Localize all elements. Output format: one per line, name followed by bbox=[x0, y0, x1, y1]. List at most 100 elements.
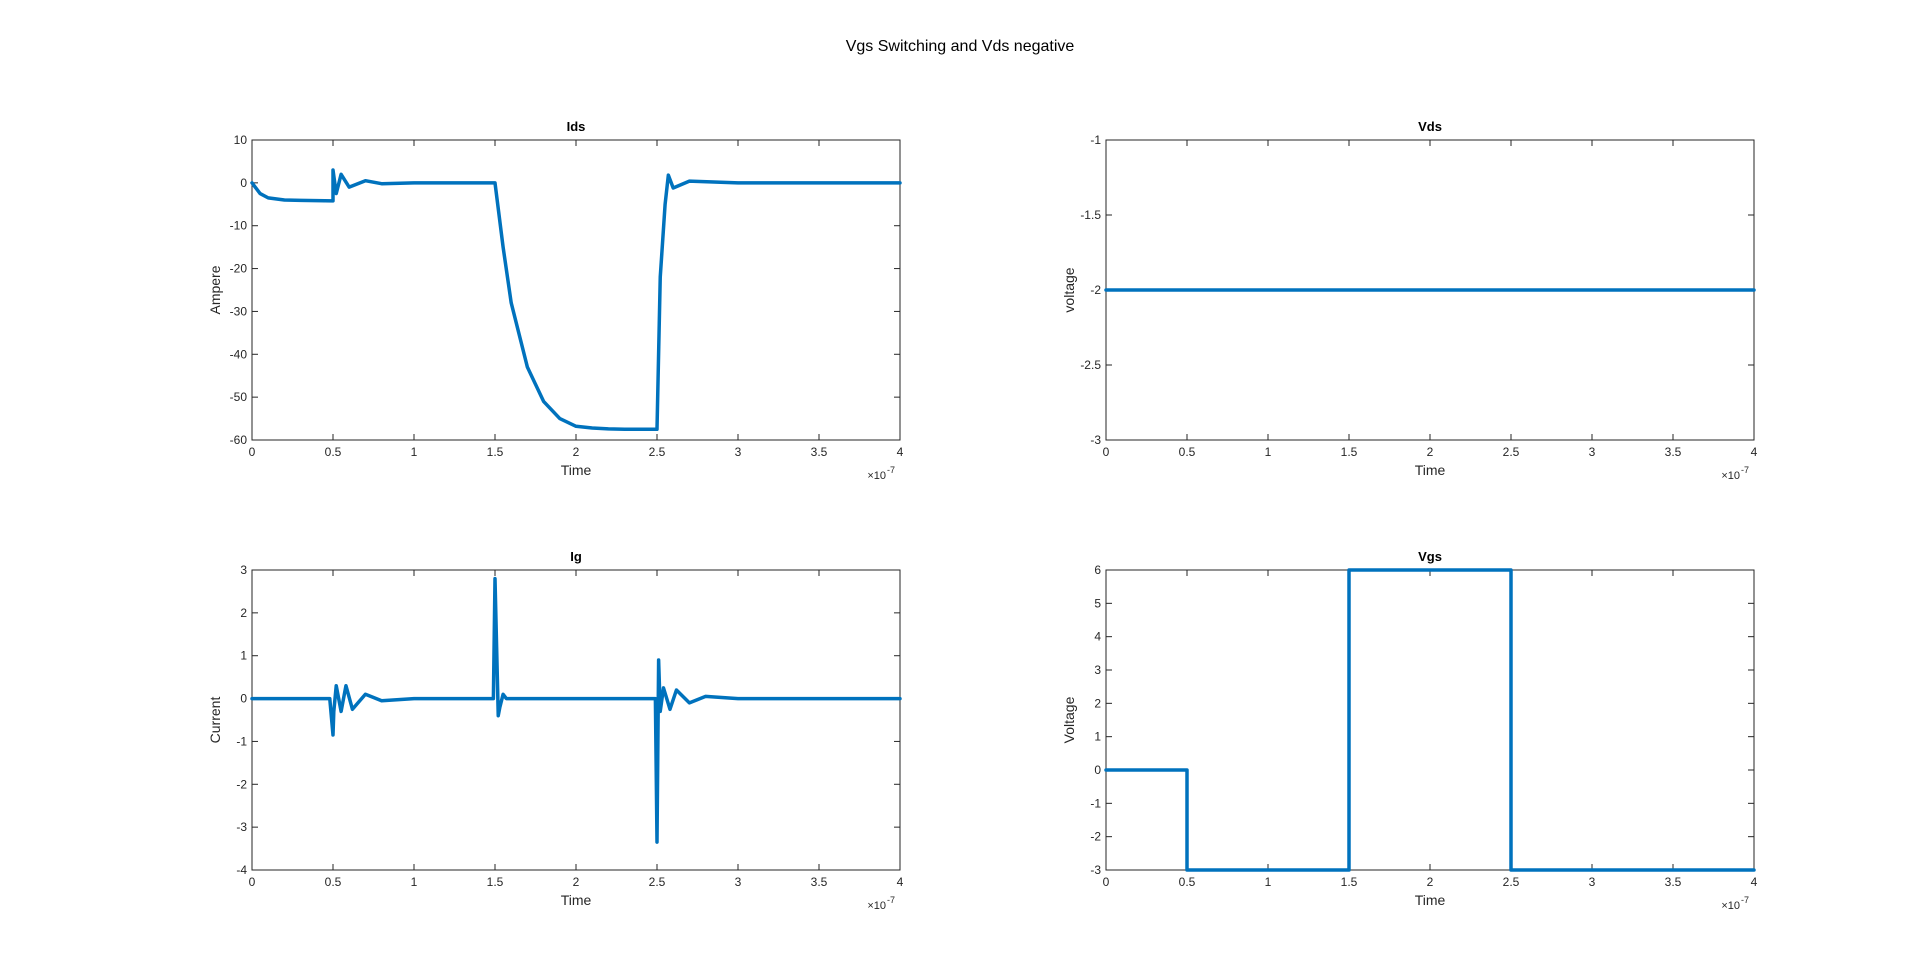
subplot-title: Ig bbox=[570, 549, 582, 564]
y-tick-label: -1 bbox=[236, 734, 247, 748]
x-axis-label: Time bbox=[561, 462, 592, 478]
series-line-ig bbox=[250, 576, 902, 844]
x-exponent-power: -7 bbox=[887, 465, 895, 475]
y-tick-label: 2 bbox=[240, 606, 247, 620]
y-tick-label: -1 bbox=[1090, 133, 1101, 147]
x-tick-label: 2.5 bbox=[649, 875, 666, 889]
x-tick-label: 1 bbox=[411, 445, 418, 459]
x-tick-label: 0 bbox=[249, 445, 256, 459]
x-tick-label: 0 bbox=[1103, 445, 1110, 459]
y-tick-label: -60 bbox=[230, 433, 248, 447]
x-tick-label: 3.5 bbox=[1665, 875, 1682, 889]
y-tick-label: 0 bbox=[240, 176, 247, 190]
subplot-vgs: 0 0.5 1 1.5 2 2.5 3 3.5 4 -3 -2 -1 0 1 2 3 4 5 6 Vgs Time Vol… bbox=[1061, 549, 1758, 912]
y-tick-label: 2 bbox=[1094, 696, 1101, 710]
x-tick-label: 1 bbox=[411, 875, 418, 889]
x-tick-label: 3.5 bbox=[811, 445, 828, 459]
x-tick-label: 2 bbox=[573, 875, 580, 889]
y-tick-label: 10 bbox=[234, 133, 248, 147]
x-exponent-power: -7 bbox=[887, 895, 895, 905]
x-exponent-base: ×10 bbox=[1721, 470, 1740, 482]
y-tick-label: -1 bbox=[1090, 796, 1101, 810]
x-tick-label: 2 bbox=[1427, 445, 1434, 459]
x-tick-label: 2 bbox=[1427, 875, 1434, 889]
x-tick-label: 2.5 bbox=[649, 445, 666, 459]
x-exponent-base: ×10 bbox=[1721, 900, 1740, 912]
y-tick-label: 5 bbox=[1094, 596, 1101, 610]
y-tick-label: -3 bbox=[1090, 433, 1101, 447]
x-exponent-power: -7 bbox=[1741, 465, 1749, 475]
subplot-vds: 0 0.5 1 1.5 2 2.5 3 3.5 4 -3 -2.5 -2 -1.5 -1 Vds Time vo… bbox=[1061, 119, 1758, 482]
x-tick-label: 1.5 bbox=[487, 875, 504, 889]
x-exponent-base: ×10 bbox=[867, 470, 886, 482]
y-tick-label: 3 bbox=[1094, 663, 1101, 677]
y-tick-label: 3 bbox=[240, 563, 247, 577]
y-tick-label: 1 bbox=[240, 649, 247, 663]
x-tick-label: 3 bbox=[1589, 875, 1596, 889]
series-line-vgs bbox=[1104, 568, 1756, 872]
y-tick-label: -50 bbox=[230, 390, 248, 404]
x-tick-label: 4 bbox=[1751, 445, 1758, 459]
x-tick-label: 3.5 bbox=[811, 875, 828, 889]
x-tick-label: 2 bbox=[573, 445, 580, 459]
x-tick-label: 3.5 bbox=[1665, 445, 1682, 459]
x-exponent-power: -7 bbox=[1741, 895, 1749, 905]
x-tick-label: 0.5 bbox=[325, 445, 342, 459]
x-tick-label: 1.5 bbox=[487, 445, 504, 459]
y-tick-label: -30 bbox=[230, 304, 248, 318]
x-tick-label: 2.5 bbox=[1503, 875, 1520, 889]
y-tick-label: -3 bbox=[1090, 863, 1101, 877]
x-tick-label: 4 bbox=[897, 875, 904, 889]
x-tick-label: 2.5 bbox=[1503, 445, 1520, 459]
subplot-ids: 0 0.5 1 1.5 2 2.5 3 3.5 4 -60 -50 -40 -30 -20 -10 0 10 Id… bbox=[207, 119, 904, 482]
subplot-title: Vds bbox=[1418, 119, 1442, 134]
subplot-title: Ids bbox=[567, 119, 586, 134]
y-axis-label: voltage bbox=[1061, 267, 1077, 312]
y-tick-label: 0 bbox=[240, 692, 247, 706]
y-tick-label: -2 bbox=[236, 777, 247, 791]
y-tick-label: -2 bbox=[1090, 830, 1101, 844]
x-tick-label: 1 bbox=[1265, 875, 1272, 889]
axes-box bbox=[251, 139, 901, 441]
x-exponent-base: ×10 bbox=[867, 900, 886, 912]
x-tick-label: 4 bbox=[897, 445, 904, 459]
y-tick-label: -2.5 bbox=[1080, 358, 1101, 372]
series-line-ids bbox=[250, 168, 902, 432]
x-tick-label: 3 bbox=[735, 445, 742, 459]
x-axis-label: Time bbox=[1415, 462, 1446, 478]
x-tick-label: 0.5 bbox=[1179, 445, 1196, 459]
x-tick-label: 0 bbox=[1103, 875, 1110, 889]
x-tick-label: 0.5 bbox=[1179, 875, 1196, 889]
y-tick-label: -1.5 bbox=[1080, 208, 1101, 222]
y-tick-label: -2 bbox=[1090, 283, 1101, 297]
x-tick-label: 3 bbox=[1589, 445, 1596, 459]
y-tick-label: 1 bbox=[1094, 730, 1101, 744]
x-tick-label: 1 bbox=[1265, 445, 1272, 459]
x-tick-label: 1.5 bbox=[1341, 445, 1358, 459]
x-tick-label: 4 bbox=[1751, 875, 1758, 889]
y-tick-label: 4 bbox=[1094, 630, 1101, 644]
subplot-ig: 0 0.5 1 1.5 2 2.5 3 3.5 4 -4 -3 -2 -1 0 1 2 3 Ig Time Curre… bbox=[207, 549, 904, 912]
y-axis-label: Ampere bbox=[207, 265, 223, 314]
y-axis-label: Current bbox=[207, 697, 223, 744]
y-tick-label: 6 bbox=[1094, 563, 1101, 577]
x-tick-label: 0.5 bbox=[325, 875, 342, 889]
y-axis-label: Voltage bbox=[1061, 696, 1077, 743]
axes-box bbox=[1105, 569, 1755, 871]
x-tick-label: 1.5 bbox=[1341, 875, 1358, 889]
y-tick-label: -20 bbox=[230, 262, 248, 276]
figure-title: Vgs Switching and Vds negative bbox=[845, 38, 1075, 55]
x-tick-label: 0 bbox=[249, 875, 256, 889]
y-tick-label: -3 bbox=[236, 820, 247, 834]
y-tick-label: -10 bbox=[230, 219, 248, 233]
y-tick-label: 0 bbox=[1094, 763, 1101, 777]
x-axis-label: Time bbox=[1415, 892, 1446, 908]
y-tick-label: -4 bbox=[236, 863, 247, 877]
x-tick-label: 3 bbox=[735, 875, 742, 889]
subplot-title: Vgs bbox=[1418, 549, 1442, 564]
axes-box bbox=[251, 569, 901, 871]
y-tick-label: -40 bbox=[230, 347, 248, 361]
x-axis-label: Time bbox=[561, 892, 592, 908]
